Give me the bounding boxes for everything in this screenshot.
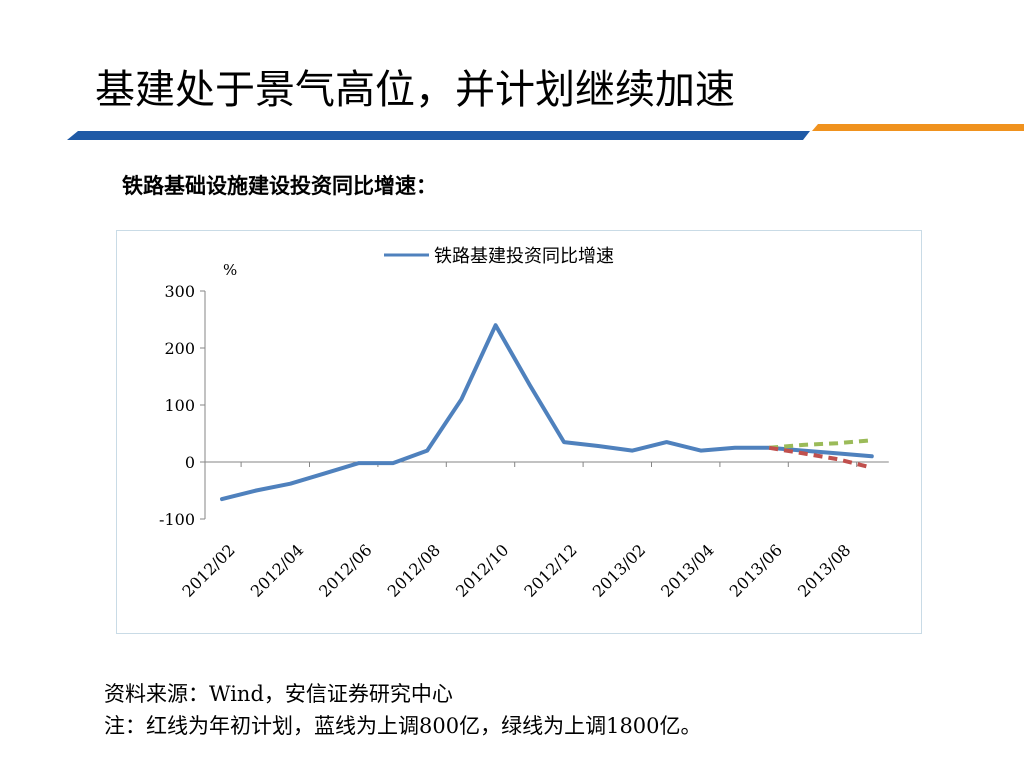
y-tick-label: -100 [159,510,195,529]
x-tick-label: 2013/02 [589,540,649,600]
x-tick-label: 2013/04 [657,540,717,600]
slide-title: 基建处于景气高位，并计划继续加速 [95,67,735,113]
x-tick-label: 2012/10 [452,540,512,600]
legend: 铁路基建投资同比增速 [384,246,614,267]
x-tick-label: 2012/12 [520,540,580,600]
chart-frame: % 铁路基建投资同比增速 -100 0 100 200 300 2012/02 2012/0… [116,230,922,634]
title-underline-bar [67,124,1024,140]
x-tick-label: 2013/06 [726,540,786,600]
x-tick-label: 2012/04 [247,540,307,600]
series [220,323,874,502]
y-tick-label: 200 [164,339,195,358]
source-note: 资料来源：Wind，安信证券研究中心 [104,682,453,706]
y-unit-label: % [223,261,237,279]
x-tick-label: 2012/06 [315,540,375,600]
legend-label: 铁路基建投资同比增速 [434,246,614,267]
series-line-main [220,323,874,502]
footnote: 注：红线为年初计划，蓝线为上调800亿，绿线为上调1800亿。 [104,714,702,738]
x-tick-label: 2013/08 [794,540,854,600]
x-tick-label: 2012/02 [178,540,238,600]
y-tick-label: 0 [185,453,195,472]
series-line-red-plan [768,445,873,470]
y-tick-label: 300 [164,282,195,301]
series-line-green-plan [769,438,872,450]
x-tick-label: 2012/08 [384,540,444,600]
title-bar-orange [812,124,1024,131]
title-bar-blue [67,131,810,140]
y-tick-label: 100 [164,396,195,415]
chart-caption: 铁路基础设施建设投资同比增速： [122,174,437,198]
axes [204,291,889,519]
